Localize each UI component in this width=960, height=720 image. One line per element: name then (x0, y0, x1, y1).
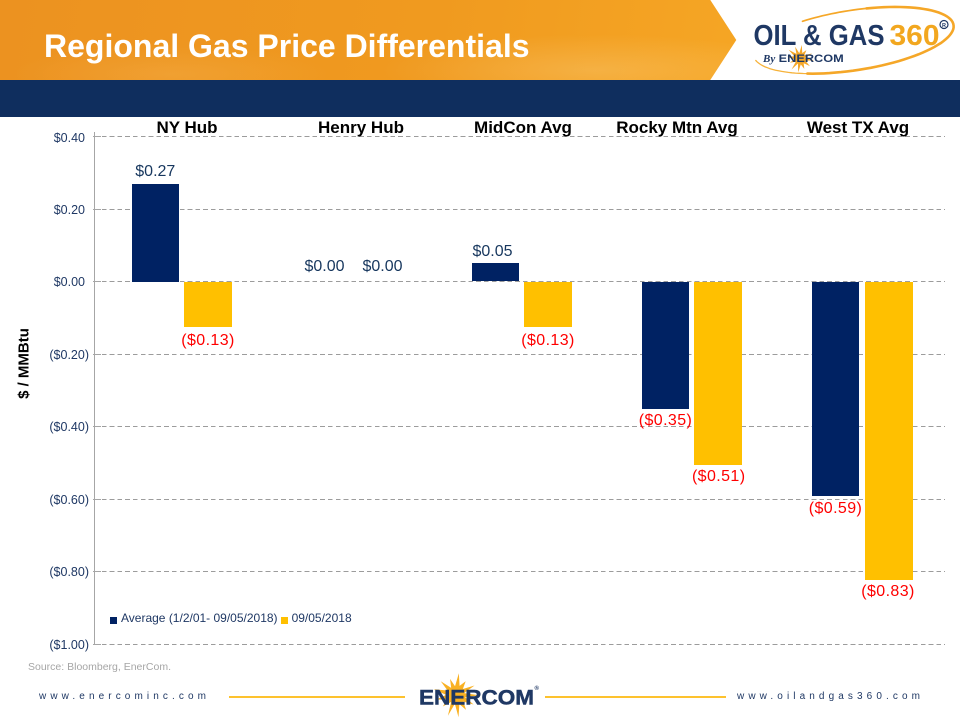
svg-text:®: ® (535, 685, 540, 692)
svg-text:R: R (942, 23, 946, 29)
svg-text:By: By (762, 53, 775, 65)
svg-text:ENERCOM: ENERCOM (419, 685, 534, 709)
svg-text:OIL & GAS: OIL & GAS (754, 20, 885, 52)
svg-text:ENERCOM: ENERCOM (779, 53, 844, 65)
svg-text:360: 360 (890, 20, 940, 52)
